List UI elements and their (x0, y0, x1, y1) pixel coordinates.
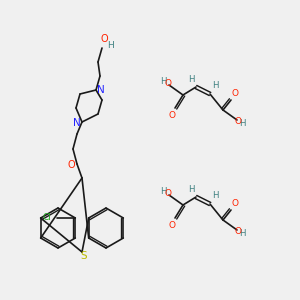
Text: N: N (73, 118, 81, 128)
Text: O: O (235, 118, 242, 127)
Text: H: H (188, 74, 194, 83)
Text: H: H (212, 82, 218, 91)
Text: O: O (164, 190, 172, 199)
Text: Cl: Cl (43, 214, 52, 223)
Text: O: O (100, 34, 108, 44)
Text: O: O (232, 89, 238, 98)
Text: H: H (239, 119, 245, 128)
Text: H: H (106, 41, 113, 50)
Text: O: O (169, 220, 176, 230)
Text: H: H (160, 77, 166, 86)
Text: O: O (164, 80, 172, 88)
Text: H: H (160, 188, 166, 196)
Text: O: O (169, 110, 176, 119)
Text: O: O (67, 160, 75, 170)
Text: O: O (232, 200, 238, 208)
Text: H: H (212, 191, 218, 200)
Text: S: S (81, 251, 87, 261)
Text: N: N (97, 85, 105, 95)
Text: O: O (235, 227, 242, 236)
Text: H: H (188, 184, 194, 194)
Text: H: H (239, 230, 245, 238)
